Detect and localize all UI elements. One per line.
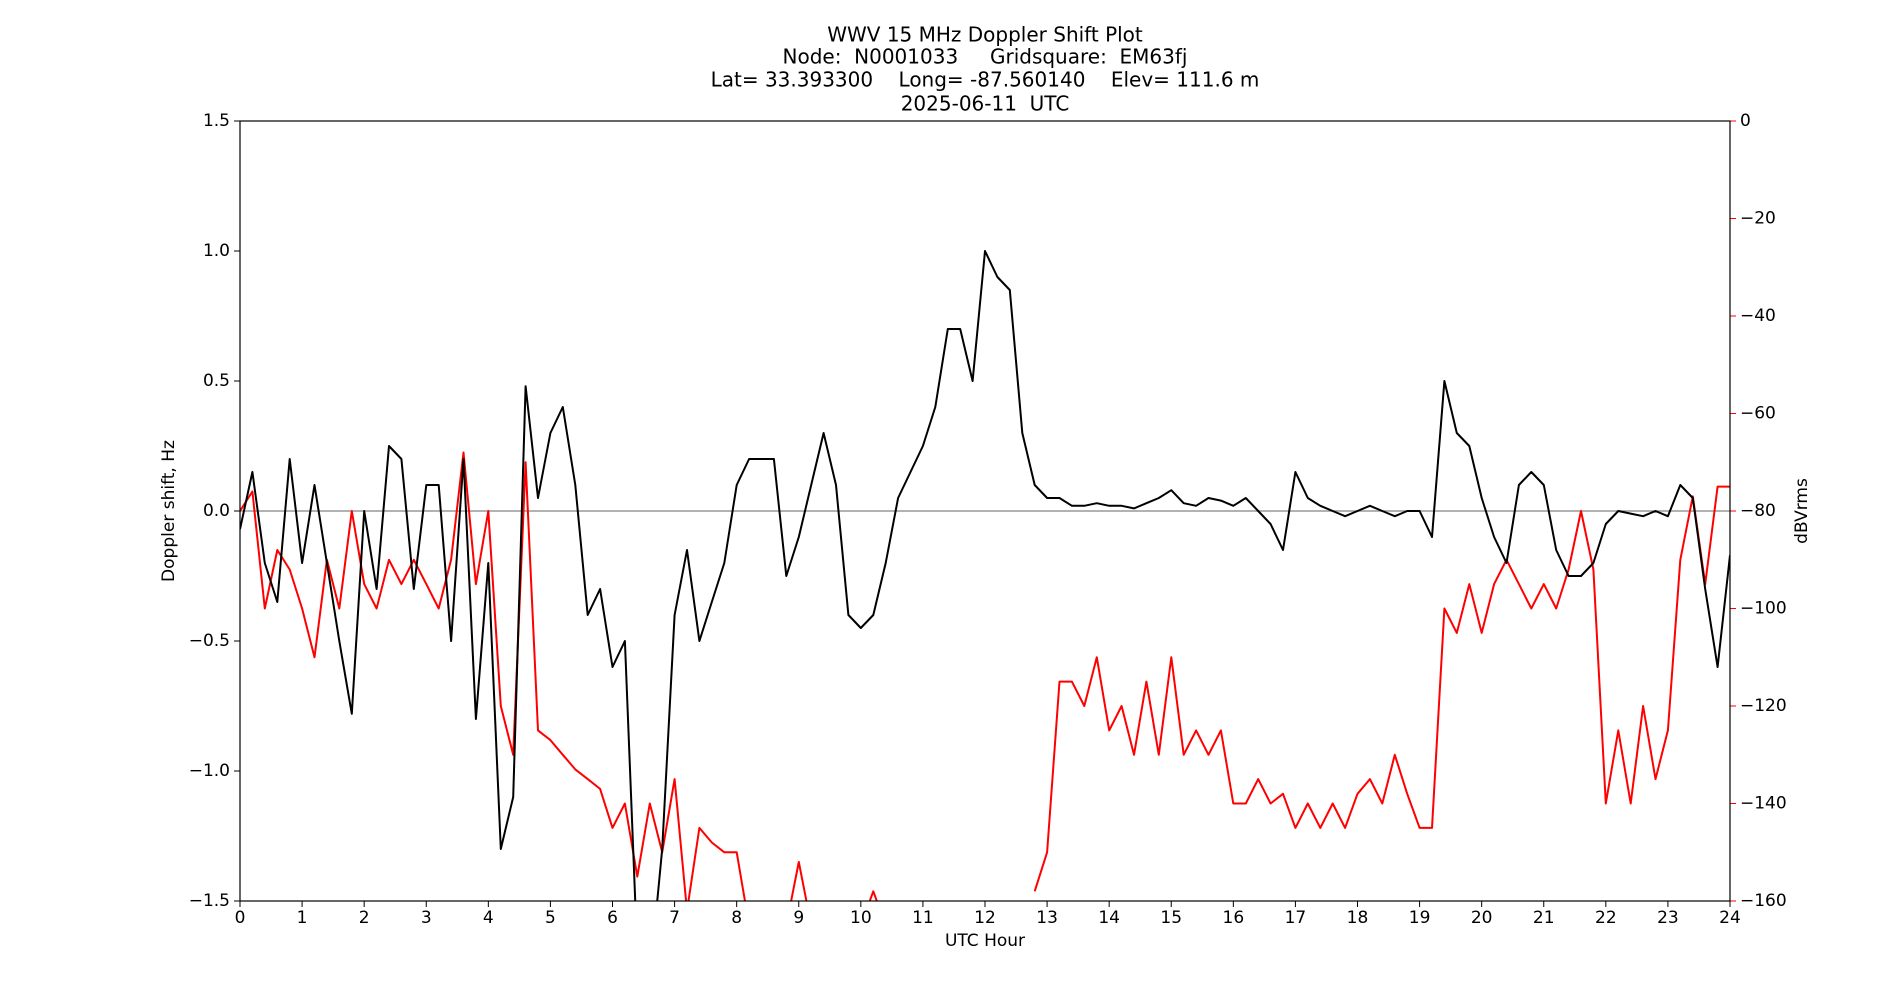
chart-subtitle: 2025-06-11 UTC (901, 92, 1070, 116)
y-tick-label: 0.0 (203, 501, 230, 521)
x-tick-label: 6 (607, 908, 618, 928)
x-tick-label: 8 (731, 908, 742, 928)
y2-tick-label: −40 (1740, 306, 1776, 326)
x-tick-label: 5 (545, 908, 556, 928)
x-tick-label: 24 (1719, 908, 1741, 928)
data-line (240, 250, 1730, 901)
y2-tick-label: −100 (1740, 599, 1787, 619)
y-tick-label: 1.0 (203, 241, 230, 261)
x-tick-label: 4 (483, 908, 494, 928)
y2-tick-label: −80 (1740, 501, 1776, 521)
y-tick-label: −1.5 (189, 891, 230, 911)
x-tick-label: 21 (1533, 908, 1555, 928)
y-tick-label: 1.5 (203, 111, 230, 131)
data-line (240, 451, 1730, 901)
x-tick-label: 7 (669, 908, 680, 928)
y-tick-label: −0.5 (189, 631, 230, 651)
x-axis-label: UTC Hour (945, 931, 1025, 951)
chart-subtitle: Node: N0001033 Gridsquare: EM63fj (783, 45, 1188, 69)
x-tick-label: 23 (1657, 908, 1679, 928)
x-tick-label: 13 (1036, 908, 1058, 928)
y-tick-label: −1.0 (189, 761, 230, 781)
x-tick-label: 14 (1098, 908, 1120, 928)
plot-frame (239, 120, 1731, 902)
x-tick-label: 20 (1471, 908, 1493, 928)
y2-tick-label: −20 (1740, 209, 1776, 229)
x-tick-label: 19 (1409, 908, 1431, 928)
y-axis-label: Doppler shift, Hz (159, 440, 179, 582)
y2-axis-label: dBVrms (1792, 478, 1812, 544)
x-tick-label: 17 (1285, 908, 1307, 928)
x-tick-label: 11 (912, 908, 934, 928)
x-tick-label: 3 (421, 908, 432, 928)
y2-tick-label: −120 (1740, 696, 1787, 716)
x-tick-label: 22 (1595, 908, 1617, 928)
x-tick-label: 16 (1223, 908, 1245, 928)
x-tick-label: 2 (359, 908, 370, 928)
x-tick-label: 0 (235, 908, 246, 928)
x-tick-label: 1 (297, 908, 308, 928)
y-tick-label: 0.5 (203, 371, 230, 391)
x-tick-label: 15 (1160, 908, 1182, 928)
x-tick-label: 12 (974, 908, 996, 928)
chart-subtitle: Lat= 33.393300 Long= -87.560140 Elev= 11… (711, 68, 1260, 92)
x-tick-label: 10 (850, 908, 872, 928)
y2-tick-label: −60 (1740, 404, 1776, 424)
y2-tick-label: −140 (1740, 794, 1787, 814)
y2-tick-label: 0 (1740, 111, 1751, 131)
x-tick-label: 18 (1347, 908, 1369, 928)
chart-title: WWV 15 MHz Doppler Shift Plot (827, 23, 1143, 47)
y2-tick-label: −160 (1740, 891, 1787, 911)
x-tick-label: 9 (793, 908, 804, 928)
